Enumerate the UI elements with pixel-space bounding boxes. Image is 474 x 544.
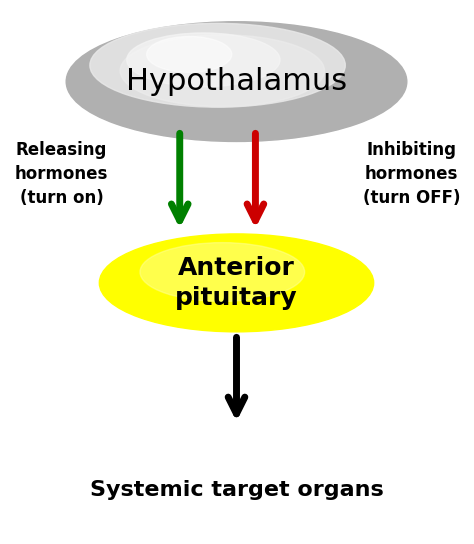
Ellipse shape — [120, 35, 325, 107]
Ellipse shape — [166, 59, 312, 110]
Ellipse shape — [205, 73, 276, 98]
Text: Inhibiting
hormones
(turn OFF): Inhibiting hormones (turn OFF) — [363, 141, 460, 207]
Ellipse shape — [222, 80, 259, 93]
Ellipse shape — [123, 43, 354, 124]
Ellipse shape — [235, 85, 247, 89]
Ellipse shape — [231, 83, 251, 90]
Ellipse shape — [183, 65, 296, 105]
Ellipse shape — [196, 70, 284, 101]
Ellipse shape — [174, 62, 304, 108]
Ellipse shape — [157, 55, 321, 113]
Ellipse shape — [140, 50, 337, 119]
Ellipse shape — [127, 33, 280, 86]
Text: Anterior
pituitary: Anterior pituitary — [175, 256, 298, 310]
Ellipse shape — [218, 78, 264, 94]
Ellipse shape — [153, 54, 325, 115]
Ellipse shape — [179, 64, 301, 107]
Ellipse shape — [109, 38, 366, 128]
Ellipse shape — [75, 25, 399, 139]
Ellipse shape — [144, 51, 333, 117]
Ellipse shape — [97, 33, 378, 132]
Ellipse shape — [105, 36, 370, 129]
Ellipse shape — [101, 35, 374, 131]
Ellipse shape — [209, 75, 272, 97]
Ellipse shape — [118, 41, 357, 125]
Ellipse shape — [146, 36, 232, 72]
Ellipse shape — [66, 22, 407, 141]
Ellipse shape — [140, 243, 305, 301]
Ellipse shape — [213, 77, 267, 96]
Ellipse shape — [192, 69, 288, 102]
Ellipse shape — [227, 82, 255, 92]
Text: Releasing
hormones
(turn on): Releasing hormones (turn on) — [15, 141, 108, 207]
Ellipse shape — [90, 23, 345, 107]
Ellipse shape — [88, 30, 386, 135]
Ellipse shape — [170, 60, 309, 109]
Ellipse shape — [131, 46, 346, 121]
Text: Systemic target organs: Systemic target organs — [90, 480, 383, 499]
Ellipse shape — [188, 67, 292, 104]
Ellipse shape — [83, 28, 391, 136]
Ellipse shape — [201, 72, 280, 100]
Ellipse shape — [79, 27, 394, 138]
Ellipse shape — [100, 234, 374, 332]
Ellipse shape — [92, 32, 382, 133]
Ellipse shape — [71, 23, 403, 140]
Ellipse shape — [66, 22, 407, 141]
Ellipse shape — [127, 45, 349, 122]
Ellipse shape — [114, 40, 362, 127]
Ellipse shape — [136, 48, 341, 120]
Ellipse shape — [148, 52, 329, 116]
Text: Hypothalamus: Hypothalamus — [126, 67, 347, 96]
Ellipse shape — [162, 57, 317, 112]
